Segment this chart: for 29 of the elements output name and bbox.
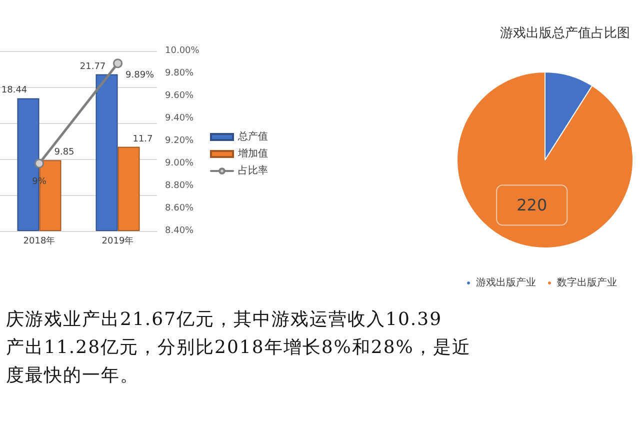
x-tick-label: 2018年 bbox=[23, 236, 56, 246]
legend-label: 数字出版产业 bbox=[557, 276, 617, 288]
legend-label: 占比率 bbox=[238, 164, 268, 176]
y2-tick-label: 9.60% bbox=[165, 91, 194, 101]
text: 产出11.28亿元，分别比2018年增长8%和28%，是近 bbox=[6, 336, 472, 360]
data-label: 9.85 bbox=[54, 148, 74, 158]
y2-tick-label: 9.40% bbox=[165, 114, 194, 124]
text: 度最快的一年。 bbox=[6, 364, 140, 388]
y2-tick-label: 8.60% bbox=[165, 204, 194, 214]
y2-tick-label: 8.80% bbox=[165, 181, 194, 191]
legend-label: 总产值 bbox=[237, 130, 268, 142]
data-label: 220 bbox=[516, 196, 548, 215]
data-label: 18.44 bbox=[1, 86, 28, 96]
x-tick-label: 2019年 bbox=[102, 236, 134, 246]
bar bbox=[96, 74, 118, 231]
data-label: 9% bbox=[32, 176, 47, 187]
y2-tick-label: 8.40% bbox=[165, 226, 194, 236]
data-label: 9.89% bbox=[126, 70, 155, 80]
bar bbox=[118, 146, 140, 231]
legend-label: 游戏出版产业 bbox=[476, 276, 536, 288]
data-label: 21.77 bbox=[80, 62, 106, 72]
text: 庆游戏业产出21.67亿元，其中游戏运营收入10.39 bbox=[6, 308, 444, 332]
y2-tick-label: 9.20% bbox=[165, 136, 194, 146]
y2-tick-label: 10.00% bbox=[165, 46, 200, 56]
chart-title: 游戏出版总产值占比图 bbox=[500, 26, 630, 41]
legend-label: 增加值 bbox=[237, 148, 268, 160]
y2-tick-label: 9.80% bbox=[165, 68, 194, 78]
data-label: 11.7 bbox=[132, 134, 153, 144]
y2-tick-label: 9.00% bbox=[165, 158, 194, 168]
